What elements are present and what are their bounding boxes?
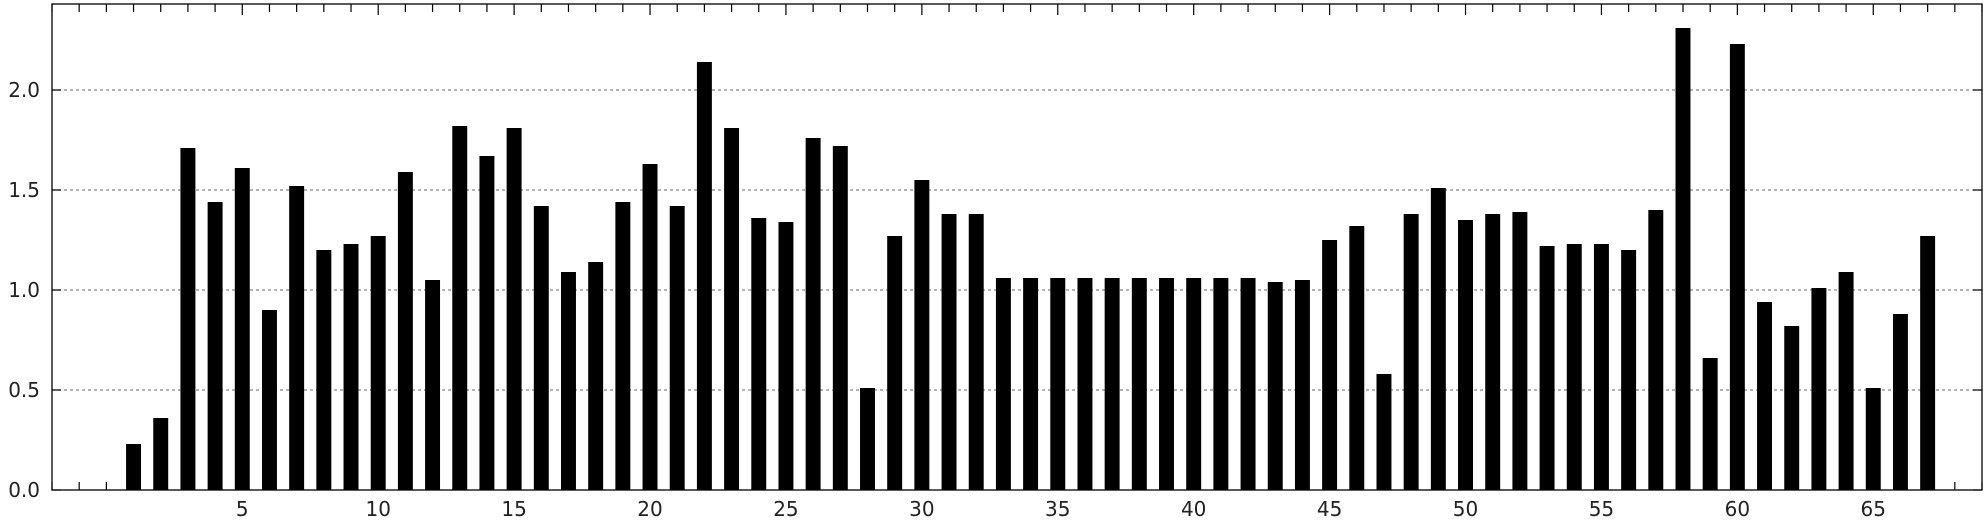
bar-48 (1403, 214, 1419, 490)
bar-45 (1322, 240, 1338, 490)
bar-66 (1892, 314, 1908, 490)
bar-7 (289, 186, 305, 490)
bar-39 (1159, 278, 1174, 490)
x-tick-label-60: 60 (1725, 497, 1750, 521)
bar-29 (887, 236, 903, 490)
bar-2 (153, 418, 169, 490)
x-tick-label-45: 45 (1317, 497, 1342, 521)
bar-9 (343, 244, 359, 490)
bar-32 (968, 214, 984, 490)
bar-43 (1267, 282, 1283, 490)
bar-60 (1729, 44, 1745, 490)
bar-21 (669, 206, 685, 490)
bar-8 (316, 250, 332, 490)
bar-14 (479, 156, 495, 490)
bar-5 (234, 168, 250, 490)
x-tick-label-20: 20 (637, 497, 662, 521)
bar-67 (1920, 236, 1936, 490)
bar-18 (588, 262, 604, 490)
bar-55 (1593, 244, 1609, 490)
bar-27 (832, 146, 848, 490)
bar-50 (1458, 220, 1473, 490)
bar-22 (696, 62, 712, 490)
bar-16 (533, 206, 549, 490)
x-tick-label-25: 25 (773, 497, 798, 521)
bar-42 (1240, 278, 1256, 490)
bar-59 (1702, 358, 1718, 490)
bar-54 (1566, 244, 1582, 490)
bar-57 (1648, 210, 1664, 490)
bar-65 (1865, 388, 1881, 490)
bar-17 (561, 272, 576, 490)
bar-41 (1213, 278, 1229, 490)
bar-19 (615, 202, 631, 490)
bar-33 (995, 278, 1011, 490)
bar-38 (1131, 278, 1147, 490)
bar-36 (1077, 278, 1093, 490)
bar-47 (1376, 374, 1392, 490)
bar-3 (180, 148, 196, 490)
bar-56 (1621, 250, 1637, 490)
bar-34 (1023, 278, 1039, 490)
bar-12 (425, 280, 441, 490)
bar-64 (1838, 272, 1854, 490)
bar-53 (1539, 246, 1555, 490)
bar-62 (1784, 326, 1800, 490)
bar-35 (1050, 278, 1066, 490)
bar-24 (751, 218, 767, 490)
bar-49 (1430, 188, 1446, 490)
bar-26 (805, 138, 821, 490)
x-tick-label-5: 5 (236, 497, 249, 521)
bar-37 (1104, 278, 1120, 490)
y-tick-label-3: 1.5 (8, 178, 40, 202)
bar-1 (126, 444, 142, 490)
bar-61 (1757, 302, 1773, 490)
y-tick-label-1: 0.5 (8, 378, 40, 402)
x-tick-label-10: 10 (365, 497, 390, 521)
bar-51 (1485, 214, 1501, 490)
bar-52 (1512, 212, 1528, 490)
x-tick-label-35: 35 (1045, 497, 1070, 521)
bar-63 (1811, 288, 1827, 490)
bar-23 (724, 128, 740, 490)
x-tick-label-50: 50 (1453, 497, 1478, 521)
bar-46 (1349, 226, 1365, 490)
bar-31 (941, 214, 957, 490)
bar-58 (1675, 28, 1691, 490)
y-tick-label-2: 1.0 (8, 278, 40, 302)
x-tick-label-15: 15 (501, 497, 526, 521)
bar-4 (207, 202, 223, 490)
bar-25 (778, 222, 794, 490)
x-tick-label-40: 40 (1181, 497, 1206, 521)
bar-30 (914, 180, 930, 490)
bar-15 (506, 128, 522, 490)
bar-6 (261, 310, 277, 490)
x-tick-label-65: 65 (1861, 497, 1886, 521)
x-tick-label-55: 55 (1589, 497, 1614, 521)
bar-44 (1294, 280, 1310, 490)
bar-28 (860, 388, 875, 490)
y-tick-label-0: 0.0 (8, 478, 40, 502)
y-tick-label-4: 2.0 (8, 78, 40, 102)
plot-frame (51, 3, 1983, 491)
bar-20 (642, 164, 658, 490)
bar-11 (397, 172, 413, 490)
bar-40 (1186, 278, 1202, 490)
bar-10 (370, 236, 386, 490)
x-tick-label-30: 30 (909, 497, 934, 521)
bar-13 (452, 126, 468, 490)
